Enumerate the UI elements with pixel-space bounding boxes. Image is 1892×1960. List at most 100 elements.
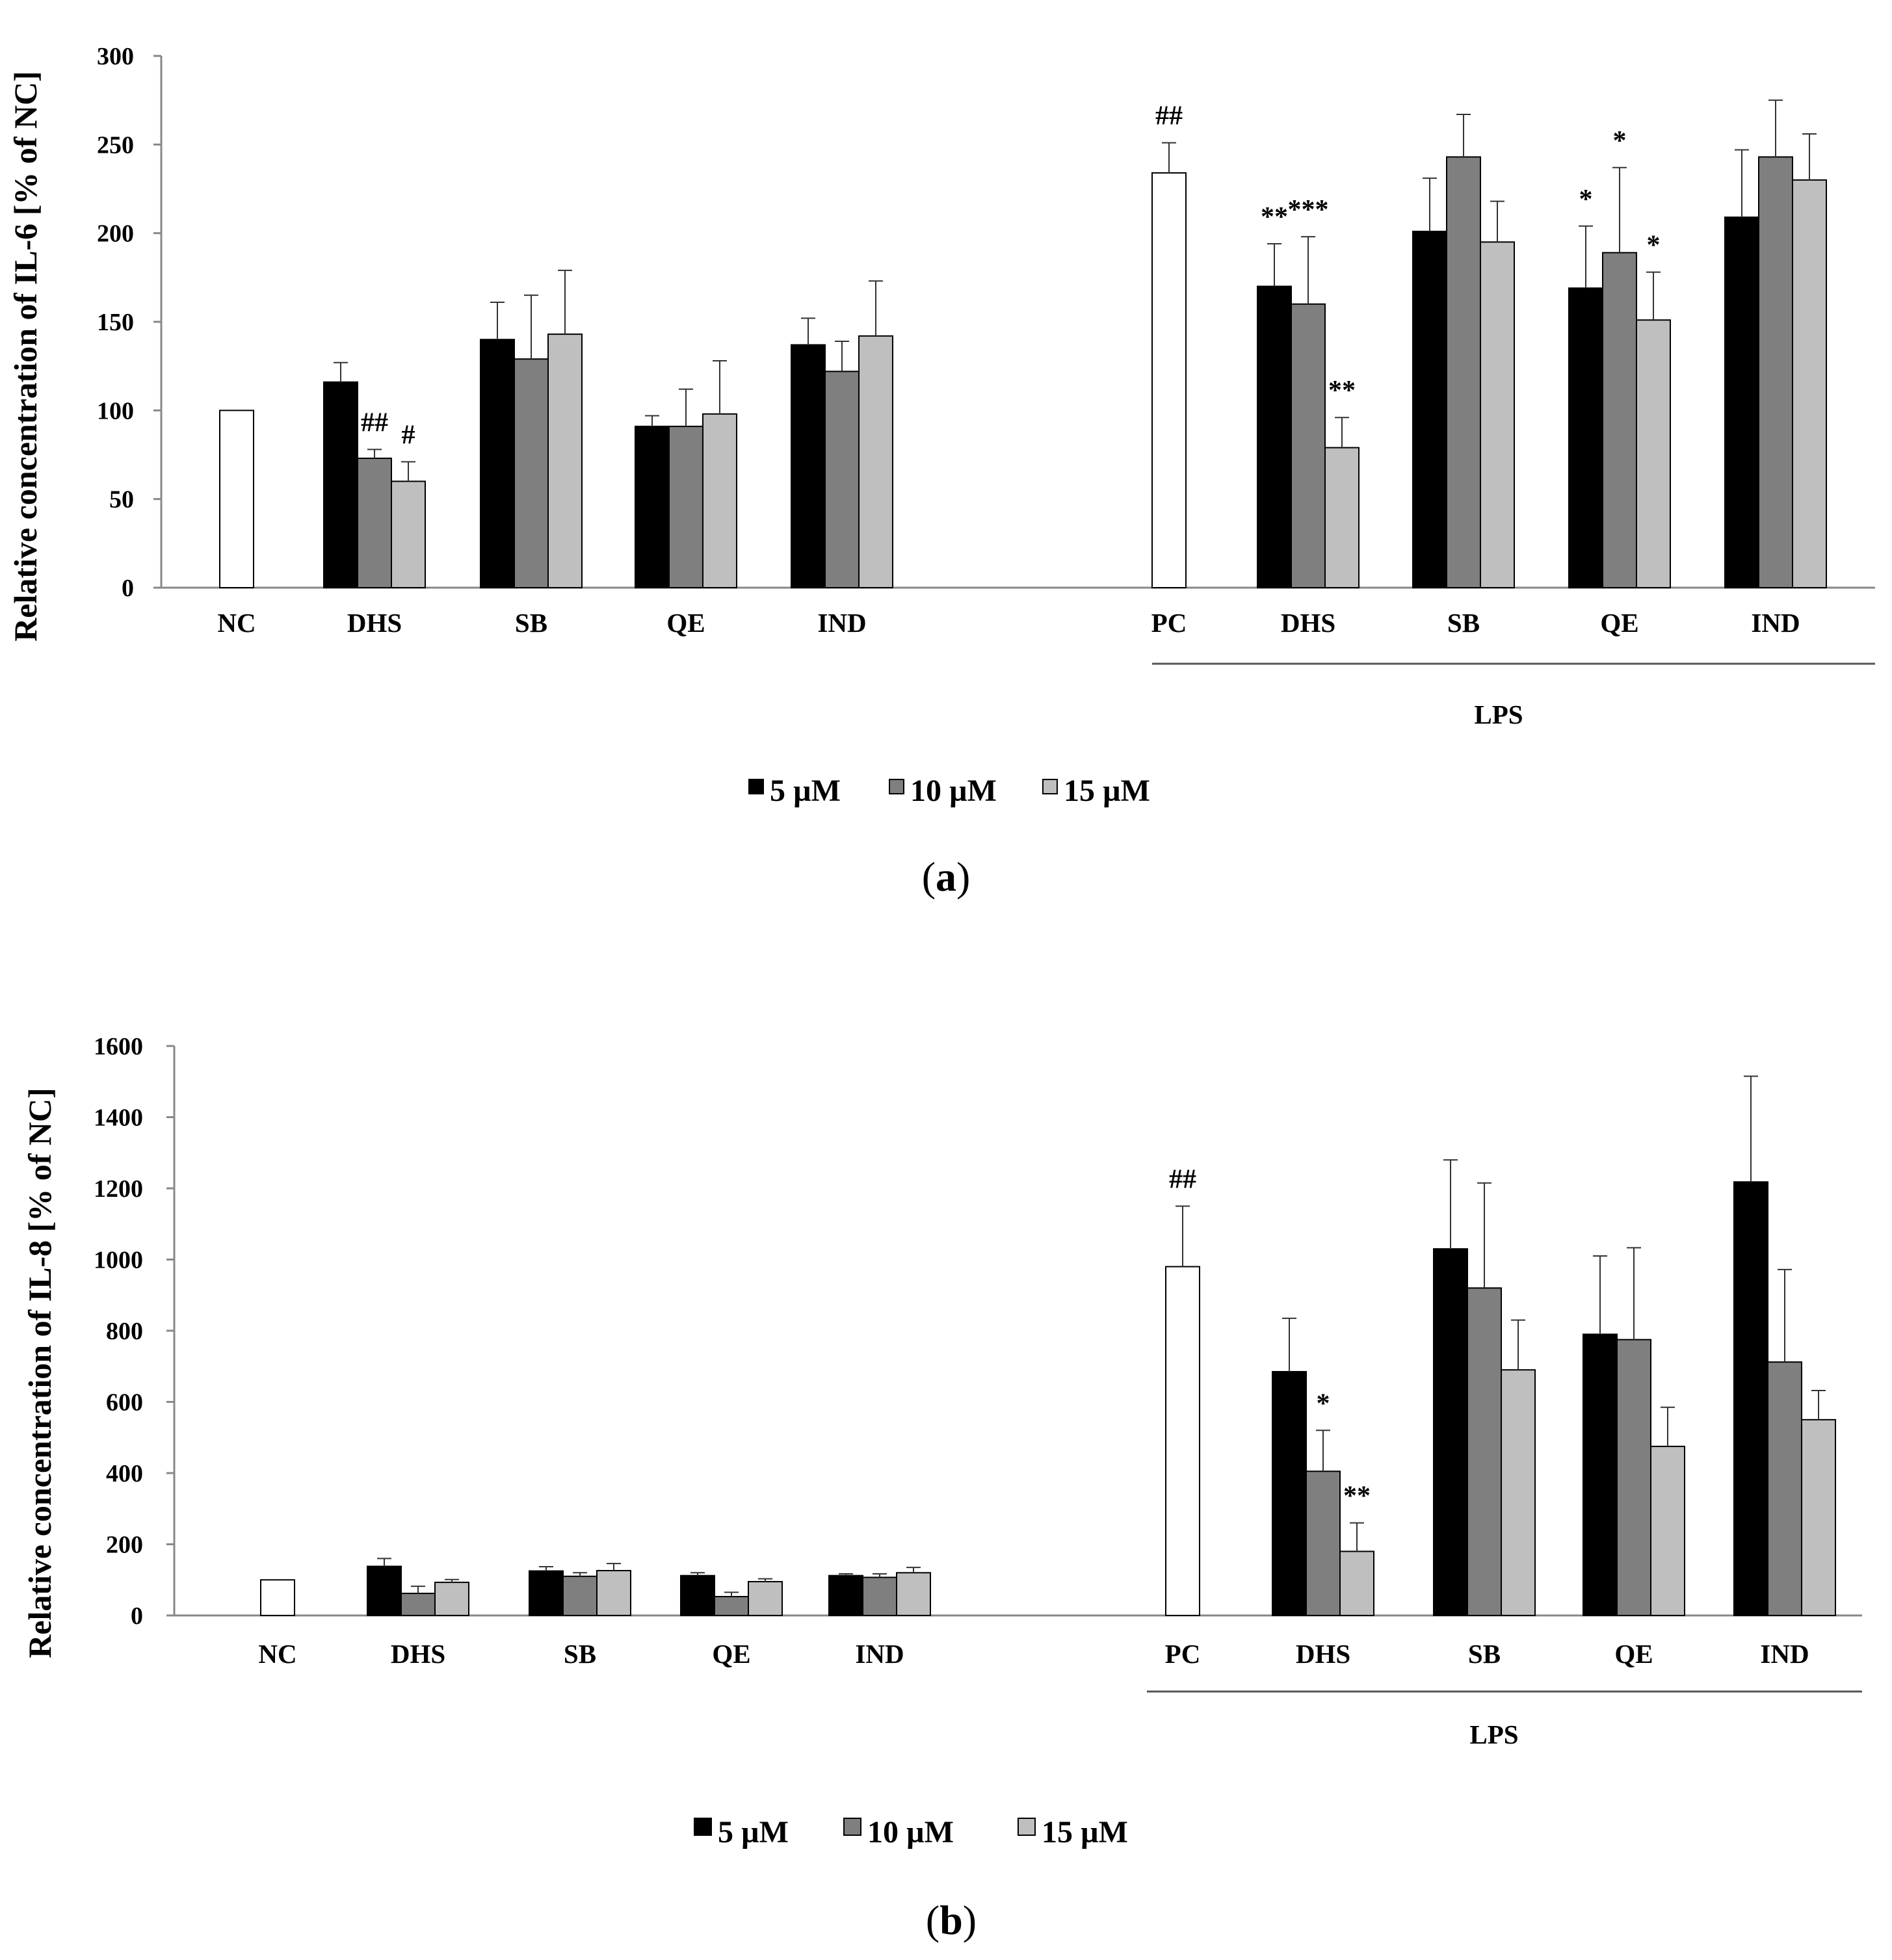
significance-marker: *: [1613, 126, 1627, 156]
category-label: SB: [564, 1639, 596, 1669]
panel-b-legend: 5 µM 10 µM 15 µM: [694, 1815, 1128, 1849]
bar-nc-control: [260, 1579, 295, 1616]
category-label: DHS: [391, 1639, 445, 1669]
significance-marker: ##: [361, 408, 388, 438]
bar-sb-15um: [1501, 1369, 1536, 1617]
bar-qe-5um: [635, 425, 670, 589]
bar-sb-10um: [1467, 1287, 1502, 1617]
bar-ind-5um: [791, 344, 826, 588]
bar-dhs-10um: [1306, 1470, 1341, 1616]
bar-ind-5um: [1733, 1181, 1768, 1616]
y-tick-label: 150: [97, 309, 134, 336]
bar-ind-5um: [828, 1575, 863, 1616]
significance-marker: *: [1317, 1389, 1330, 1418]
significance-marker: *: [1647, 231, 1661, 261]
y-tick-label: 1600: [94, 1033, 143, 1060]
y-tick-label: 400: [106, 1460, 143, 1487]
bar-qe-15um: [1650, 1445, 1685, 1616]
bar-dhs-5um: [323, 381, 358, 588]
bar-pc-control: [1165, 1266, 1200, 1616]
bar-ind-15um: [896, 1572, 931, 1617]
category-label: DHS: [1281, 608, 1335, 638]
panel-a-y-axis-label: Relative concentration of IL-6 [% of NC]: [7, 71, 44, 642]
bar-qe-10um: [1602, 252, 1637, 589]
category-label: QE: [1600, 608, 1638, 638]
significance-marker: **: [1328, 376, 1356, 406]
category-label: IND: [1760, 1639, 1809, 1669]
bar-sb-15um: [596, 1570, 631, 1616]
panel-b-letter: b: [939, 1897, 963, 1943]
bar-sb-15um: [547, 333, 583, 588]
y-tick-label: 200: [106, 1532, 143, 1559]
panel-b-lps-label: LPS: [1469, 1719, 1518, 1749]
legend-a-label-10um: 10 µM: [910, 774, 997, 808]
y-tick-label: 1400: [94, 1104, 143, 1132]
legend-b-label-15um: 15 µM: [1042, 1815, 1128, 1849]
bar-qe-5um: [1583, 1333, 1618, 1617]
bar-ind-5um: [1724, 216, 1759, 589]
category-label: SB: [1447, 608, 1480, 638]
bar-ind-15um: [858, 335, 893, 589]
bar-sb-15um: [1480, 241, 1515, 588]
significance-marker: #: [402, 420, 415, 450]
bar-qe-5um: [1568, 287, 1603, 588]
significance-marker: ##: [1169, 1164, 1196, 1194]
bar-ind-15um: [1792, 179, 1827, 589]
bar-dhs-10um: [357, 457, 392, 588]
category-label: NC: [258, 1639, 296, 1669]
bar-sb-10um: [562, 1575, 598, 1616]
panel-a-legend: 5 µM 10 µM 15 µM: [748, 774, 1150, 808]
legend-b-label-10um: 10 µM: [867, 1815, 954, 1849]
y-tick-label: 1200: [94, 1175, 143, 1203]
legend-b-swatch-10um: [843, 1818, 861, 1836]
bar-ind-10um: [1758, 156, 1793, 589]
bar-sb-5um: [1412, 230, 1447, 588]
panel-b-y-axis-label: Relative concentration of IL-8 [% of NC]: [21, 1088, 58, 1658]
bar-sb-10um: [1446, 156, 1481, 589]
legend-b-label-5um: 5 µM: [718, 1815, 789, 1849]
bar-qe-15um: [748, 1580, 783, 1617]
bar-ind-10um: [1767, 1361, 1802, 1616]
bar-ind-10um: [824, 371, 860, 588]
category-label: DHS: [347, 608, 402, 638]
legend-a-label-5um: 5 µM: [770, 774, 841, 808]
legend-a-swatch-5um: [748, 779, 764, 794]
category-label: PC: [1165, 1639, 1201, 1669]
panel-a-label: (a): [922, 854, 971, 900]
bar-sb-5um: [529, 1570, 564, 1616]
legend-a-swatch-15um: [1042, 779, 1058, 794]
legend-b-swatch-5um: [694, 1818, 712, 1836]
bar-nc-control: [219, 410, 254, 588]
significance-marker: **: [1261, 202, 1288, 232]
y-tick-label: 200: [97, 220, 134, 248]
bar-sb-5um: [1433, 1248, 1468, 1616]
y-tick-label: 250: [97, 131, 134, 159]
bar-qe-15um: [702, 413, 737, 589]
bar-dhs-15um: [1324, 447, 1360, 588]
bar-dhs-15um: [391, 480, 426, 589]
bar-dhs-10um: [401, 1593, 436, 1616]
significance-marker: ***: [1288, 195, 1329, 225]
bar-dhs-5um: [1272, 1370, 1307, 1616]
bar-qe-10um: [668, 425, 703, 589]
y-tick-label: 600: [106, 1389, 143, 1417]
significance-marker: ##: [1155, 101, 1183, 131]
bar-dhs-10um: [1291, 303, 1326, 588]
bar-dhs-15um: [434, 1582, 469, 1617]
y-tick-label: 50: [109, 486, 134, 514]
legend-b-swatch-15um: [1018, 1818, 1036, 1836]
bar-sb-10um: [514, 358, 549, 588]
panel-a-lps-label: LPS: [1474, 699, 1523, 729]
bar-ind-10um: [862, 1576, 897, 1616]
category-label: IND: [817, 608, 866, 638]
category-label: QE: [712, 1639, 750, 1669]
bar-qe-5um: [680, 1575, 715, 1616]
category-label: IND: [855, 1639, 904, 1669]
y-tick-label: 0: [122, 575, 134, 602]
bar-dhs-5um: [367, 1565, 402, 1617]
bar-qe-15um: [1636, 319, 1671, 588]
significance-marker: *: [1579, 185, 1593, 215]
category-label: QE: [666, 608, 705, 638]
bar-pc-control: [1151, 172, 1187, 588]
